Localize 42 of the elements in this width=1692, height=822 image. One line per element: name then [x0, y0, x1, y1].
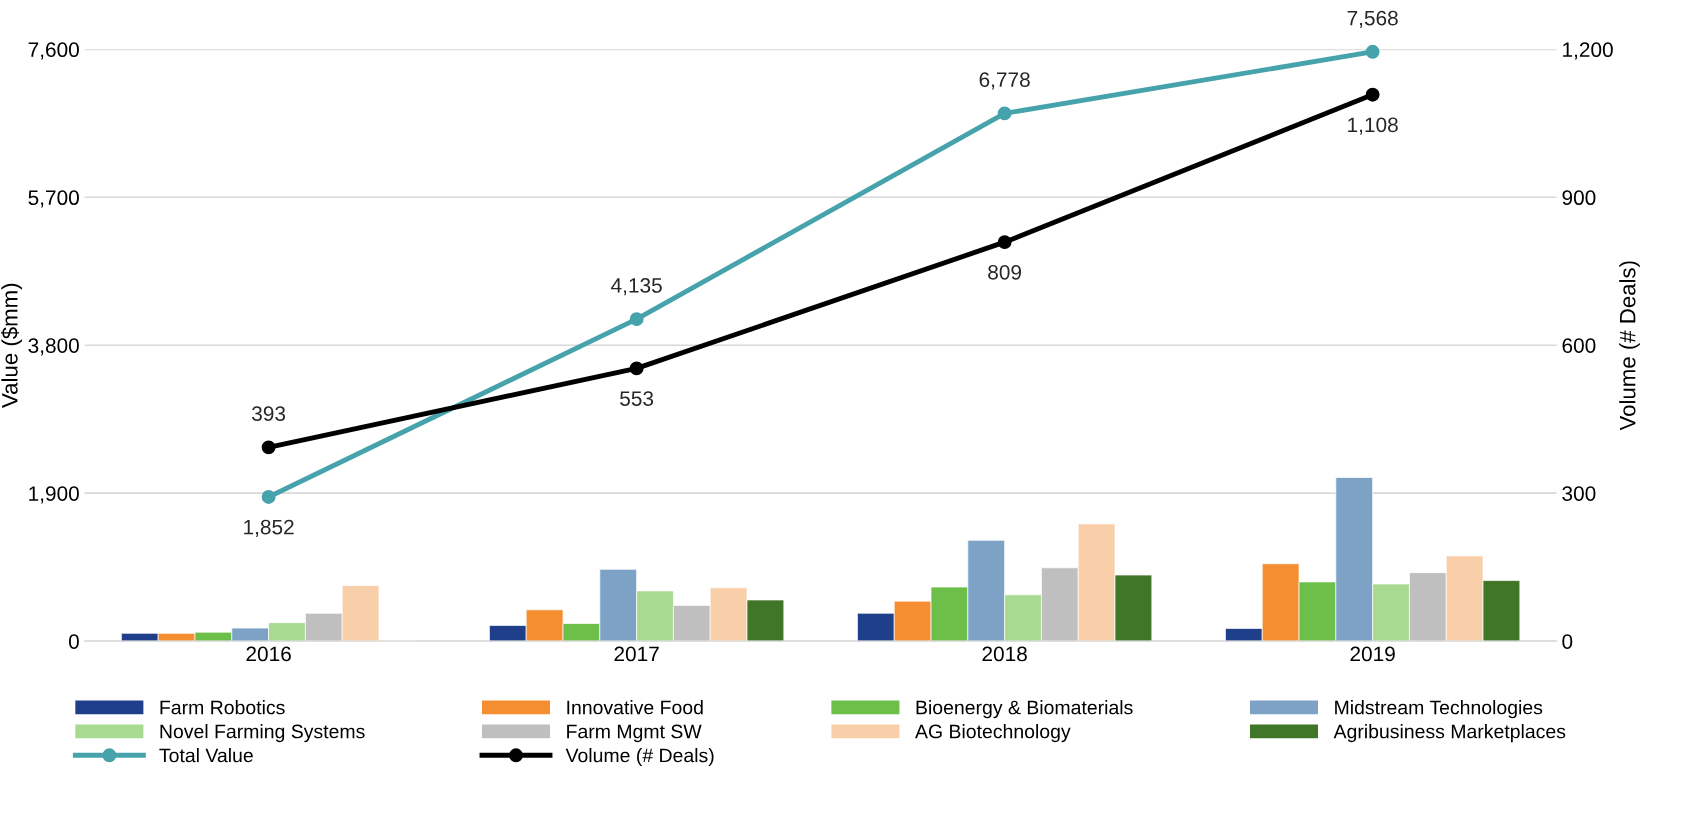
point — [629, 312, 644, 327]
legend-label: Innovative Food — [567, 700, 703, 715]
point — [629, 361, 644, 376]
legend-label: Volume (# Deals) — [565, 748, 714, 767]
y-tick-label: 1,900 — [29, 486, 79, 504]
y2-tick-label: 0 — [1562, 634, 1573, 649]
data-label: 7,568 — [1347, 10, 1398, 28]
legend-label: Midstream Technologies — [1335, 700, 1543, 719]
y2-tick-label: 600 — [1562, 338, 1596, 353]
point — [1365, 44, 1380, 59]
legend-label: Farm Robotics — [160, 700, 285, 715]
x-tick-label: 2019 — [1350, 646, 1395, 662]
data-label: 1,108 — [1348, 117, 1398, 135]
data-label: 809 — [988, 264, 1022, 280]
y-tick-label: 0 — [68, 634, 79, 649]
point — [261, 440, 276, 455]
legend-label: Bioenergy & Biomaterials — [916, 700, 1133, 719]
legend-label: AG Biotechnology — [915, 724, 1071, 743]
y2-tick-label: 300 — [1562, 486, 1596, 501]
x-tick-label: 2017 — [614, 646, 659, 662]
y2-tick-label: 1,200 — [1563, 42, 1613, 60]
y2-axis-title: Volume (# Deals) — [1619, 261, 1640, 431]
data-label: 1,852 — [244, 519, 294, 537]
data-label: 4,135 — [611, 278, 662, 296]
data-label: 553 — [620, 391, 654, 406]
y-tick-label: 5,700 — [28, 190, 79, 208]
y-axis-title: Value ($mm) — [0, 283, 23, 408]
point — [261, 489, 276, 504]
legend-label: Farm Mgmt SW — [567, 724, 702, 743]
point — [1365, 87, 1380, 102]
y2-tick-label: 900 — [1562, 190, 1596, 206]
legend-label: Novel Farming Systems — [160, 724, 365, 743]
data-label: 6,778 — [979, 72, 1030, 90]
x-tick-label: 2016 — [246, 646, 291, 662]
y-tick-label: 7,600 — [28, 42, 79, 60]
data-label: 393 — [252, 406, 286, 421]
legend-label: Total Value — [159, 748, 253, 763]
point — [997, 106, 1012, 121]
y-tick-label: 3,800 — [28, 338, 79, 356]
legend-label: Agribusiness Marketplaces — [1333, 724, 1566, 743]
point — [997, 235, 1012, 250]
x-tick-label: 2018 — [982, 646, 1027, 662]
